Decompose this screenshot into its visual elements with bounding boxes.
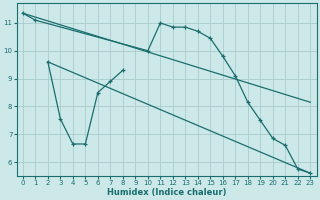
X-axis label: Humidex (Indice chaleur): Humidex (Indice chaleur) — [107, 188, 226, 197]
